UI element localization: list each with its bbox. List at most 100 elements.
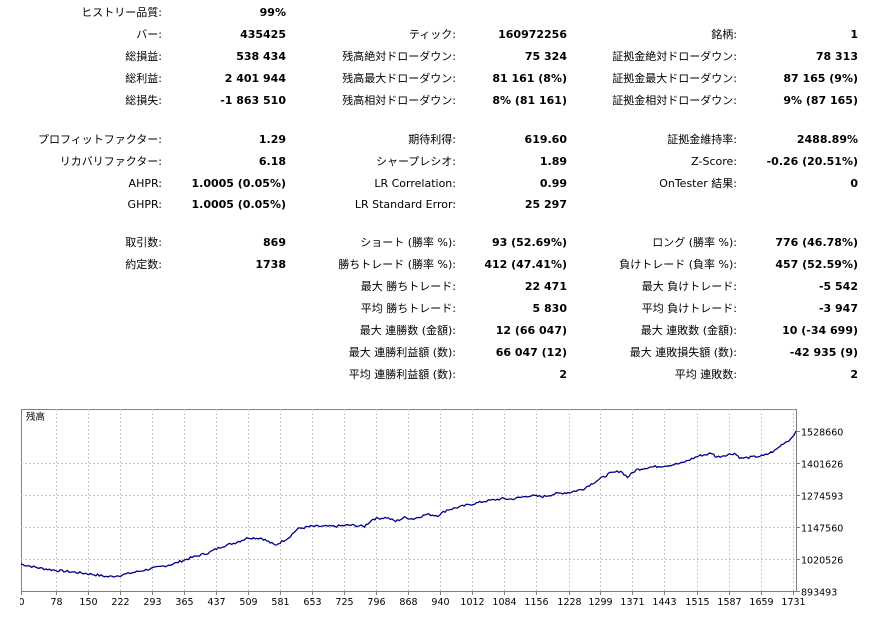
chart-title: 残高 <box>26 411 45 423</box>
report-label: 平均 勝ちトレード: <box>360 302 456 315</box>
report-value: 2488.89% <box>796 133 858 146</box>
plot-frame <box>21 409 797 592</box>
report-label: 証拠金相対ドローダウン: <box>612 94 737 107</box>
report-label: 最大 連敗損失額 (数): <box>629 346 737 359</box>
report-label: GHPR: <box>127 198 162 211</box>
report-label: 総損益: <box>125 50 162 63</box>
report-value: 93 (52.69%) <box>491 236 567 249</box>
report-label: 総利益: <box>125 72 162 85</box>
report-label: LR Correlation: <box>374 177 456 190</box>
report-value: 1 <box>850 28 858 41</box>
y-tick-label: 1528660 <box>801 428 843 439</box>
report-value: 869 <box>263 236 286 249</box>
report-value: -42 935 (9) <box>789 346 858 359</box>
report-label: 最大 連勝利益額 (数): <box>348 346 456 359</box>
x-tick-label: 868 <box>399 597 417 608</box>
report-value: 9% (87 165) <box>783 94 858 107</box>
x-tick-label: 1443 <box>652 597 676 608</box>
report-label: 最大 連敗数 (金額): <box>640 324 737 337</box>
x-tick-label: 940 <box>431 597 449 608</box>
report-value: -1 863 510 <box>220 94 286 107</box>
report-value: 412 (47.41%) <box>484 258 567 271</box>
report-value: 1738 <box>255 258 286 271</box>
balance-chart: 1528660 1401626 1274593 1147560 1020526 89349… <box>20 408 893 621</box>
x-tick-label: 1012 <box>460 597 484 608</box>
balance-chart-svg: 1528660 1401626 1274593 1147560 1020526 89349… <box>20 409 843 608</box>
report-label: 残高相対ドローダウン: <box>342 94 456 107</box>
report-value: -3 947 <box>818 302 858 315</box>
report-label: ロング (勝率 %): <box>652 236 737 249</box>
report-value: 776 (46.78%) <box>775 236 858 249</box>
x-tick-label: 78 <box>50 597 62 608</box>
report-label: 負けトレード (負率 %): <box>619 258 737 271</box>
report-value: 12 (66 047) <box>495 324 567 337</box>
report-label: シャープレシオ: <box>375 155 456 168</box>
report-label: 証拠金絶対ドローダウン: <box>612 50 737 63</box>
y-tick-label: 1147560 <box>801 524 843 535</box>
report-value: 66 047 (12) <box>495 346 567 359</box>
report-value: 8% (81 161) <box>492 94 567 107</box>
report-value: 160972256 <box>498 28 567 41</box>
x-tick-label: 509 <box>239 597 257 608</box>
report-value: 1.0005 (0.05%) <box>191 198 287 211</box>
report-value: 25 297 <box>524 198 567 211</box>
report-label: 勝ちトレード (勝率 %): <box>338 258 456 271</box>
report-label: 平均 負けトレード: <box>641 302 737 315</box>
report-value: 2 <box>559 368 567 381</box>
report-label: 平均 連勝利益額 (数): <box>348 368 456 381</box>
x-tick-label: 1299 <box>588 597 612 608</box>
report-value: 538 434 <box>236 50 286 63</box>
report-value: -0.26 (20.51%) <box>766 155 858 168</box>
report-value: 99% <box>259 6 286 19</box>
report-value: -5 542 <box>818 280 858 293</box>
y-tick-label: 893493 <box>801 588 837 599</box>
report-value: 81 161 (8%) <box>492 72 567 85</box>
report-value: 22 471 <box>524 280 567 293</box>
report-label: 最大 負けトレード: <box>641 280 737 293</box>
report-value: 1.29 <box>258 133 286 146</box>
report-label: 証拠金維持率: <box>667 133 737 146</box>
y-tick-label: 1274593 <box>801 492 843 503</box>
report-value: 2 <box>850 368 858 381</box>
report-label: リカバリファクター: <box>59 155 162 168</box>
report-value: 6.18 <box>258 155 286 168</box>
report-label: ショート (勝率 %): <box>360 236 456 249</box>
report-label: プロフィットファクター: <box>37 133 162 146</box>
x-tick-label: 1587 <box>717 597 741 608</box>
report-value: 2 401 944 <box>224 72 286 85</box>
report-label: 平均 連敗数: <box>674 368 737 381</box>
y-tick-label: 1401626 <box>801 460 843 471</box>
report-value: 10 (-34 699) <box>782 324 858 337</box>
report-value: 87 165 (9%) <box>783 72 858 85</box>
report-label: 最大 連勝数 (金額): <box>359 324 456 337</box>
x-tick-label: 1515 <box>685 597 709 608</box>
report-label: OnTester 結果: <box>659 177 737 190</box>
x-tick-label: 1084 <box>492 597 516 608</box>
x-tick-label: 0 <box>20 597 25 608</box>
report-value: 78 313 <box>815 50 858 63</box>
x-tick-label: 1228 <box>557 597 581 608</box>
report-label: 証拠金最大ドローダウン: <box>612 72 737 85</box>
report-label: 約定数: <box>125 258 162 271</box>
report-label: バー: <box>136 28 162 41</box>
y-tick-label: 1020526 <box>801 556 843 567</box>
x-tick-label: 581 <box>271 597 289 608</box>
x-tick-label: 725 <box>335 597 353 608</box>
report-label: LR Standard Error: <box>354 198 456 211</box>
x-tick-label: 796 <box>367 597 385 608</box>
report-label: 残高最大ドローダウン: <box>342 72 456 85</box>
report-value: 457 (52.59%) <box>775 258 858 271</box>
report-label: 取引数: <box>125 236 162 249</box>
report-value: 0 <box>850 177 858 190</box>
report-label: AHPR: <box>128 177 162 190</box>
report-label: ヒストリー品質: <box>81 6 162 19</box>
x-tick-label: 222 <box>111 597 129 608</box>
x-tick-label: 1371 <box>620 597 644 608</box>
report-value: 1.0005 (0.05%) <box>191 177 287 190</box>
report-value: 0.99 <box>539 177 567 190</box>
x-tick-label: 653 <box>303 597 321 608</box>
report-label: ティック: <box>408 28 456 41</box>
report-label: 期待利得: <box>408 133 456 146</box>
report-value: 619.60 <box>524 133 567 146</box>
report-value: 1.89 <box>539 155 567 168</box>
